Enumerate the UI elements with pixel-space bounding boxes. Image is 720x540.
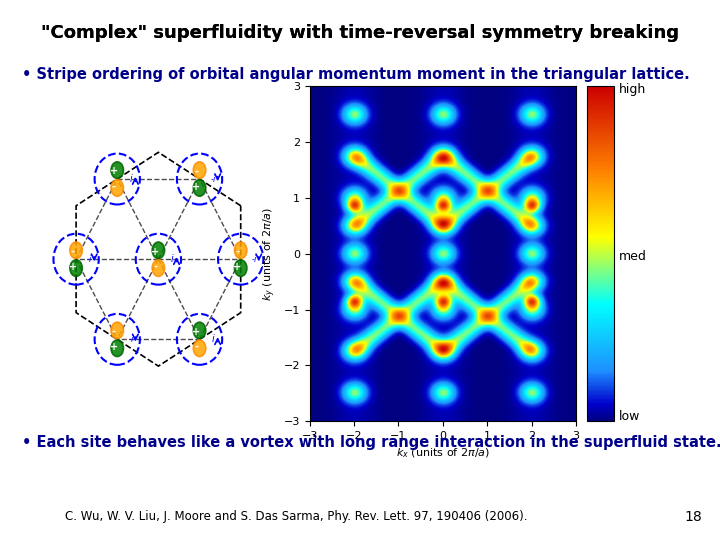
Y-axis label: $k_y$ (units of $2\pi/a$): $k_y$ (units of $2\pi/a$) bbox=[261, 207, 278, 301]
Text: +: + bbox=[233, 262, 241, 272]
Text: -: - bbox=[194, 166, 198, 177]
Text: -i: -i bbox=[87, 255, 92, 264]
Ellipse shape bbox=[193, 180, 206, 196]
Ellipse shape bbox=[152, 260, 165, 276]
Ellipse shape bbox=[111, 180, 124, 196]
Text: +: + bbox=[110, 342, 118, 352]
Ellipse shape bbox=[70, 242, 82, 259]
Text: 18: 18 bbox=[684, 510, 702, 524]
Ellipse shape bbox=[193, 340, 206, 356]
Text: -i: -i bbox=[210, 174, 216, 184]
Ellipse shape bbox=[235, 260, 247, 276]
Text: high: high bbox=[619, 83, 647, 96]
Text: C. Wu, W. V. Liu, J. Moore and S. Das Sarma, Phy. Rev. Lett. 97, 190406 (2006).: C. Wu, W. V. Liu, J. Moore and S. Das Sa… bbox=[65, 510, 527, 523]
Text: +: + bbox=[192, 181, 200, 192]
Ellipse shape bbox=[235, 242, 247, 259]
Text: "Complex" superfluidity with time-reversal symmetry breaking: "Complex" superfluidity with time-revers… bbox=[41, 24, 679, 42]
Text: -: - bbox=[112, 181, 116, 192]
Text: low: low bbox=[619, 410, 641, 423]
Text: -: - bbox=[235, 247, 239, 256]
Ellipse shape bbox=[111, 162, 124, 178]
Text: -: - bbox=[71, 247, 75, 256]
Text: +: + bbox=[192, 327, 200, 337]
Text: -: - bbox=[112, 327, 116, 337]
Text: i: i bbox=[130, 174, 132, 184]
Text: -i: -i bbox=[251, 255, 257, 264]
Text: -: - bbox=[153, 262, 157, 272]
Text: • Stripe ordering of orbital angular momentum moment in the triangular lattice.: • Stripe ordering of orbital angular mom… bbox=[22, 68, 689, 83]
Text: "Complex" superfluidity with time-reversal symmetry breaking: "Complex" superfluidity with time-revers… bbox=[41, 24, 679, 42]
Text: -: - bbox=[194, 342, 198, 352]
Text: +: + bbox=[151, 247, 159, 256]
Text: i: i bbox=[171, 254, 174, 264]
Text: -i: -i bbox=[128, 335, 133, 344]
Ellipse shape bbox=[111, 322, 124, 339]
Text: +: + bbox=[68, 262, 77, 272]
Ellipse shape bbox=[152, 242, 165, 259]
Ellipse shape bbox=[193, 162, 206, 178]
Text: +: + bbox=[110, 166, 118, 177]
Ellipse shape bbox=[111, 340, 124, 356]
Text: med: med bbox=[619, 250, 647, 263]
Ellipse shape bbox=[70, 260, 82, 276]
X-axis label: $k_x$ (units of $2\pi/a$): $k_x$ (units of $2\pi/a$) bbox=[396, 447, 490, 460]
Text: • Each site behaves like a vortex with long range interaction in the superfluid : • Each site behaves like a vortex with l… bbox=[22, 435, 720, 450]
Ellipse shape bbox=[193, 322, 206, 339]
Text: i: i bbox=[212, 334, 215, 345]
